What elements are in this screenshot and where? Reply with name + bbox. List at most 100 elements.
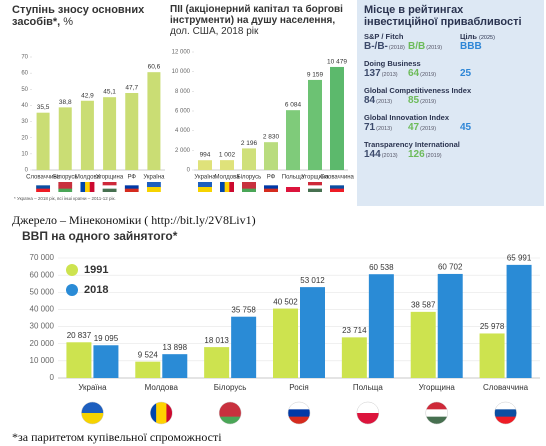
x-tick-label: Словаччина [26, 175, 60, 181]
flag-stripe [102, 188, 117, 192]
rating-name-text: S&P / Fitch [364, 32, 404, 42]
flag-stripe [124, 185, 139, 189]
legend-swatch [66, 284, 78, 296]
flag-stripe [330, 185, 344, 189]
y-tick-label: 60 000 [30, 270, 55, 279]
flag-stripe [166, 402, 173, 424]
bar [231, 316, 257, 378]
flag-rim [425, 401, 448, 425]
flag-stripe [80, 182, 86, 192]
flag-stripe [124, 182, 139, 186]
bar [147, 72, 161, 170]
bar [135, 361, 161, 378]
bar [242, 148, 256, 170]
flag-stripe [81, 413, 104, 424]
flag-rim [356, 401, 380, 425]
bar [80, 100, 94, 170]
rating-target: 45 [460, 122, 472, 134]
rating-entry: 47(2019) [408, 122, 436, 133]
value-label: 53 012 [300, 276, 325, 285]
flag-stripe [146, 187, 161, 192]
rating-values: 137(2013) 64(2019) 25 [364, 68, 537, 82]
flag-rim [81, 401, 104, 425]
bar [220, 160, 234, 170]
bar [36, 112, 50, 170]
rating-value: B-/B- [364, 41, 388, 53]
flag-stripe [102, 185, 117, 189]
flag [356, 402, 379, 424]
bar [286, 110, 300, 170]
value-label: 35 758 [231, 305, 256, 314]
flag-stripe [220, 182, 225, 192]
bar [479, 333, 505, 378]
bar [273, 308, 298, 378]
value-label: 60,6 [148, 64, 161, 71]
value-label: 9 159 [307, 71, 324, 78]
y-tick-label: 30 000 [30, 322, 55, 331]
flag-stripe [286, 182, 300, 188]
rating-target: BBB [460, 41, 482, 53]
source: Джерело – Мінекономіки ( http://bit.ly/2… [12, 213, 256, 227]
flag-stripe [330, 188, 344, 192]
flag-stripe [264, 188, 278, 192]
flag [219, 402, 242, 424]
x-tick-label: Білорусь [237, 175, 262, 181]
flag-stripe [242, 188, 256, 192]
flag [425, 402, 448, 424]
y-tick-label: 10 000 [30, 356, 55, 365]
value-label: 6 084 [285, 102, 302, 109]
value-label: 25 978 [480, 322, 505, 331]
value-label: 10 479 [327, 58, 347, 65]
bar [198, 160, 212, 170]
y-tick-label: 2 000 [175, 148, 191, 154]
rating-value: 144 [364, 149, 381, 161]
flag [220, 182, 234, 192]
rating-value: 85 [408, 95, 420, 107]
flag-stripe [425, 416, 448, 424]
target-year: (2025) [479, 35, 495, 42]
flag [146, 182, 161, 192]
rating-name-text: Doing Business [364, 59, 421, 69]
value-label: 994 [200, 152, 211, 159]
chart-title: ВВП на одного зайнятого* [22, 229, 178, 243]
bar [330, 66, 344, 170]
flag [330, 182, 344, 192]
flag [102, 182, 117, 192]
flag [80, 182, 95, 192]
x-tick-label: Білорусь [214, 383, 247, 392]
flag-stripe [58, 188, 73, 192]
rating-value: 71 [364, 122, 376, 134]
flag-stripe [288, 409, 310, 417]
flag-stripe [102, 182, 117, 186]
y-tick-label: 60 [21, 71, 28, 77]
flag [124, 182, 139, 192]
flag-stripe [425, 409, 448, 417]
x-tick-label: РФ [267, 175, 276, 181]
subtitle: % [63, 16, 74, 29]
flag-stripe [242, 185, 256, 189]
rating-year: (2013) [381, 153, 398, 160]
rating-value: 84 [364, 95, 376, 107]
flag-rim [494, 401, 517, 425]
bar [204, 347, 230, 378]
flag-rim [287, 401, 311, 425]
rating-entry: 84(2013) [364, 95, 392, 106]
title-text: ВВП на одного зайнятого* [22, 229, 178, 243]
value-label: 1 002 [219, 152, 236, 159]
rating-value: 64 [408, 68, 420, 80]
flag [264, 182, 278, 192]
bar [66, 342, 92, 378]
value-label: 23 714 [342, 326, 367, 335]
flag-stripe [85, 182, 91, 192]
x-tick-label: Угорщина [96, 175, 124, 181]
y-tick-label: 40 [21, 103, 28, 109]
flag-stripe [494, 416, 517, 424]
value-label: 20 837 [67, 331, 92, 340]
flag-stripe [219, 402, 242, 410]
flag-stripe [264, 182, 278, 186]
x-tick-label: Україна [78, 383, 107, 392]
flag-stripe [286, 187, 300, 192]
title-text: ПІІ (акціонерний капітал та боргові інст… [170, 4, 343, 26]
y-tick-label: 20 [21, 135, 28, 141]
